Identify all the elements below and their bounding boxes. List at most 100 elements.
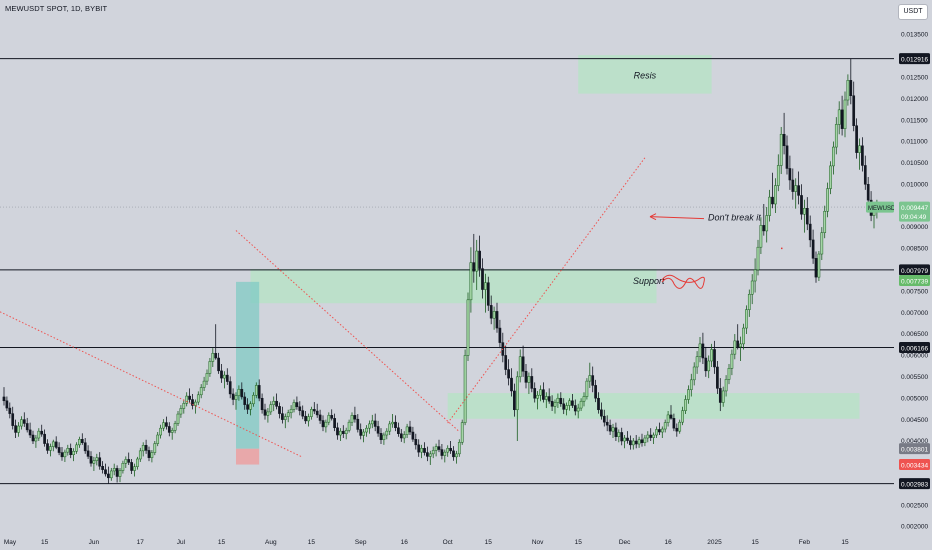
y-tick-label: 0.005500: [901, 374, 928, 381]
candle-body: [205, 373, 209, 382]
candle-body: [544, 396, 548, 400]
candle-body: [455, 453, 458, 458]
candle-body: [484, 282, 487, 290]
candle-body: [492, 311, 496, 319]
candle-body: [843, 99, 847, 129]
candle-body: [11, 413, 15, 426]
candle-body: [275, 400, 278, 407]
candle-body: [263, 409, 267, 416]
price-axis[interactable]: 0.013500 0.012500 0.012000 0.011500 0.011000…: [894, 0, 932, 550]
candle-body: [286, 412, 290, 417]
candle-body: [249, 403, 252, 410]
candle-body: [292, 402, 296, 410]
price-tag-label: 0.003434: [901, 463, 928, 470]
candle-body: [855, 125, 858, 153]
candle-body: [14, 425, 17, 433]
price-chart-pane[interactable]: Resis Support Don't break it MEWUSDT: [0, 0, 894, 530]
candle-body: [756, 246, 760, 271]
candle-body: [414, 439, 418, 446]
candle-body: [43, 433, 46, 444]
candle-body: [718, 388, 722, 403]
candle-body: [176, 413, 180, 424]
candle-body: [449, 448, 452, 452]
candle-body: [194, 401, 197, 406]
dont-break-label: Don't break it: [708, 213, 761, 223]
candle-body: [220, 370, 223, 379]
candle-body: [803, 208, 806, 215]
candle-body: [373, 420, 377, 427]
candle-body: [191, 399, 194, 406]
candle-body: [623, 437, 626, 442]
candle-body: [167, 426, 171, 433]
candle-body: [765, 215, 769, 232]
candle-body: [626, 437, 629, 441]
candle-body: [840, 109, 844, 129]
candle-body: [829, 165, 832, 189]
candle-body: [173, 423, 177, 431]
candle-body: [745, 309, 748, 329]
candle-body: [513, 390, 516, 411]
candle-body: [130, 462, 133, 471]
price-tag-countdown: 09:04:49: [901, 214, 927, 221]
candle-body: [295, 402, 299, 408]
candle-body: [533, 388, 537, 399]
candle-body: [631, 440, 635, 446]
candle-body: [504, 355, 508, 370]
candle-body: [150, 452, 154, 458]
candle-body: [837, 109, 841, 125]
price-tag-bg: [899, 443, 930, 455]
candle-body: [104, 469, 107, 475]
candle-body: [54, 441, 58, 448]
candle-body: [359, 429, 363, 436]
candle-body: [225, 374, 229, 382]
candle-body: [571, 400, 574, 406]
candle-body: [115, 468, 119, 477]
arrow-shaft: [649, 216, 705, 220]
x-tick-label: 15: [41, 539, 49, 546]
support-label: Support: [633, 276, 665, 286]
y-tick-label: 0.005000: [901, 395, 928, 402]
candle-body: [788, 168, 792, 181]
candle-body: [785, 145, 789, 169]
currency-button[interactable]: USDT: [898, 4, 928, 20]
trendline-2: [447, 157, 646, 424]
candle-body: [649, 434, 653, 438]
candle-body: [617, 432, 621, 437]
candle-body: [602, 415, 606, 423]
resis-label: Resis: [634, 71, 657, 81]
candle-body: [72, 451, 75, 455]
level-tag-bg: [899, 478, 930, 490]
time-axis[interactable]: May 15 Jun 17 Jul 15 Aug 15 Sep 16 Oct 15 Nov 15 Dec 16…: [0, 530, 894, 550]
candle-body: [333, 418, 336, 428]
candle-body: [834, 124, 838, 148]
candle-body: [568, 400, 571, 406]
y-tick-label: 0.007000: [901, 310, 928, 317]
y-tick-label: 0.009000: [901, 224, 928, 231]
candle-body: [165, 422, 168, 427]
candle-body: [283, 416, 287, 420]
candle-body: [170, 430, 174, 433]
candle-body: [460, 422, 464, 443]
candle-body: [121, 463, 125, 471]
arrow-head: [649, 213, 657, 221]
candle-body: [495, 311, 499, 329]
candle-body: [666, 414, 670, 423]
candle-body: [301, 410, 305, 417]
candle-body: [208, 361, 212, 374]
x-tick-label: Dec: [619, 539, 631, 546]
candle-body: [147, 450, 151, 458]
candle-body: [762, 225, 766, 232]
candle-body: [814, 258, 818, 278]
price-tag-label: 0.007739: [901, 279, 928, 286]
candle-body: [637, 439, 641, 445]
symbol-tag-label: MEWUSDT: [868, 206, 894, 212]
level-tag-bg: [899, 264, 930, 276]
candle-body: [559, 397, 563, 405]
candle-body: [107, 473, 110, 479]
candle-body: [742, 327, 745, 345]
y-tick-label: 0.006500: [901, 331, 928, 338]
candle-body: [443, 451, 447, 456]
candle-body: [646, 434, 650, 439]
candle-body: [304, 415, 307, 422]
y-tick-label: 0.004500: [901, 417, 928, 424]
